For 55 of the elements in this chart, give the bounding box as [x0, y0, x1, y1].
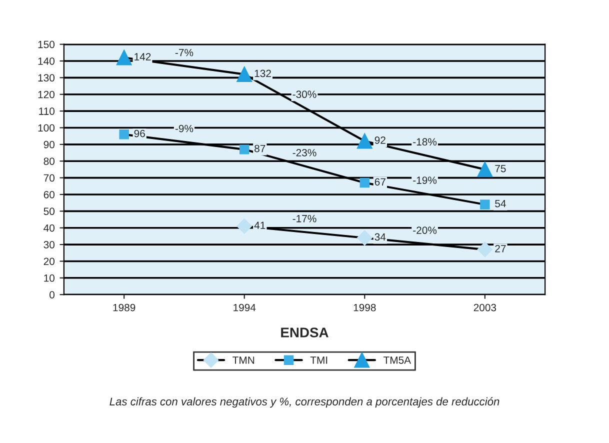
y-tick-label: 30: [44, 241, 55, 248]
y-tick-label: 80: [44, 158, 55, 165]
point: [477, 162, 493, 178]
x-tick-label: 2003: [474, 304, 496, 312]
y-tick-label: 10: [44, 274, 55, 282]
data-label: 27: [495, 244, 506, 252]
data-label: 41: [254, 222, 266, 229]
text: Las cifras con valores negativos y %, corresponden a porcentajes de reducción: [110, 397, 500, 408]
point: [357, 230, 372, 246]
y-tick-label: 100: [38, 124, 55, 132]
point: [357, 133, 372, 149]
point: [480, 200, 490, 210]
data-label: 142: [134, 53, 151, 60]
annotation: -18%: [413, 138, 437, 146]
annotation: -30%: [292, 90, 316, 98]
point: [360, 178, 370, 188]
annotation: -19%: [413, 176, 437, 184]
legend-label: TM5A: [383, 356, 412, 364]
annotation: -7%: [175, 48, 194, 56]
y-tick-label: 70: [44, 174, 55, 182]
data-label: 34: [374, 233, 386, 241]
annotation: -17%: [292, 214, 316, 222]
y-tick-label: 0: [50, 291, 55, 298]
data-label: 54: [495, 200, 506, 208]
point: [236, 218, 252, 234]
y-tick-label: 150: [38, 40, 55, 48]
x-axis-title: ENDSA: [281, 328, 328, 338]
y-tick-label: 60: [44, 190, 55, 198]
data-label: 132: [254, 70, 271, 78]
data-label: 67: [374, 178, 386, 186]
y-tick-label: 20: [44, 258, 55, 266]
annotation: -20%: [413, 226, 437, 234]
x-tick-label: 1998: [354, 304, 376, 312]
point: [236, 66, 252, 82]
legend-label: TMN: [232, 356, 254, 364]
y-tick-label: 130: [38, 74, 55, 82]
x-tick-label: 1994: [234, 304, 256, 312]
y-tick-label: 110: [39, 108, 55, 115]
point: [477, 242, 492, 258]
annotation: -23%: [292, 149, 316, 156]
legend-label: TMI: [310, 356, 328, 364]
y-tick-label: 140: [38, 57, 55, 65]
y-tick-label: 90: [44, 140, 55, 148]
data-label: 96: [134, 130, 145, 138]
point: [119, 130, 129, 140]
data-label: 75: [495, 164, 506, 172]
point: [240, 144, 250, 154]
data-label: 87: [254, 144, 266, 152]
y-tick-label: 120: [38, 90, 55, 98]
y-tick-label: 50: [44, 208, 55, 216]
y-tick-label: 40: [44, 224, 55, 232]
x-tick-label: 1989: [113, 304, 136, 312]
data-label: 92: [374, 136, 386, 144]
annotation: -9%: [175, 124, 194, 132]
point: [116, 50, 132, 66]
